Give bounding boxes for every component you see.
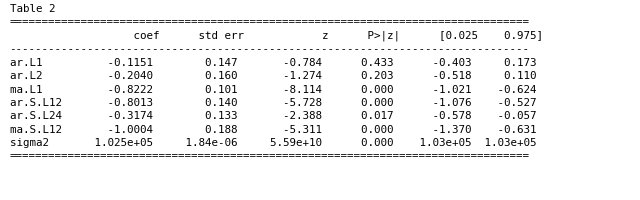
Text: Table 2
========================================================================: Table 2 ================================… [10,4,543,161]
